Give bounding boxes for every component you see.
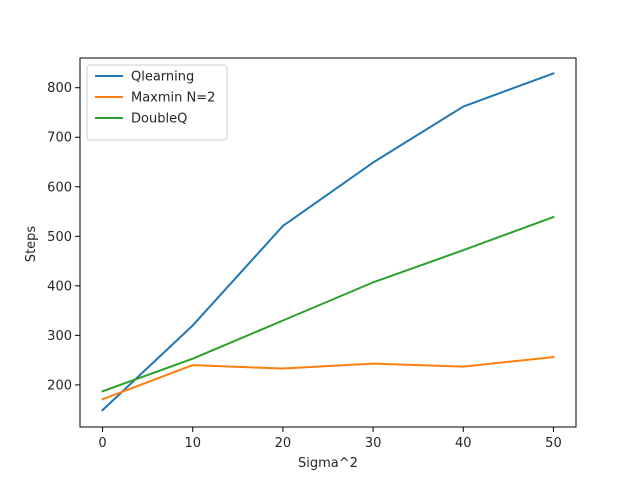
y-tick-label: 600	[47, 180, 72, 195]
y-tick-label: 700	[47, 131, 72, 146]
x-tick-label: 30	[365, 436, 382, 451]
x-tick-label: 10	[184, 436, 201, 451]
legend-label-2: DoubleQ	[131, 112, 187, 127]
series-line-0	[101, 72, 555, 412]
x-axis-title: Sigma^2	[298, 456, 358, 471]
legend-label-1: Maxmin N=2	[131, 91, 215, 106]
series-line-2	[101, 215, 555, 393]
legend-box	[86, 64, 228, 141]
x-tick-label: 50	[545, 436, 562, 451]
y-tick-label: 200	[47, 378, 72, 393]
x-tick-label: 40	[455, 436, 472, 451]
y-tick-label: 800	[47, 81, 72, 96]
legend: Qlearning Maxmin N=2 DoubleQ	[86, 64, 228, 141]
plot-area	[101, 72, 555, 412]
series-line-1	[101, 356, 555, 401]
axes-frame	[79, 57, 577, 428]
y-tick-label: 400	[47, 279, 72, 294]
x-tick-label: 20	[275, 436, 292, 451]
legend-label-0: Qlearning	[131, 70, 194, 85]
y-tick-label: 300	[47, 329, 72, 344]
y-tick-label: 500	[47, 230, 72, 245]
x-tick-label: 0	[98, 436, 106, 451]
axes: 0 10 20 30 40 50 200 300 400 500 600 700 800	[47, 57, 577, 451]
y-axis-title: Steps	[24, 226, 39, 263]
